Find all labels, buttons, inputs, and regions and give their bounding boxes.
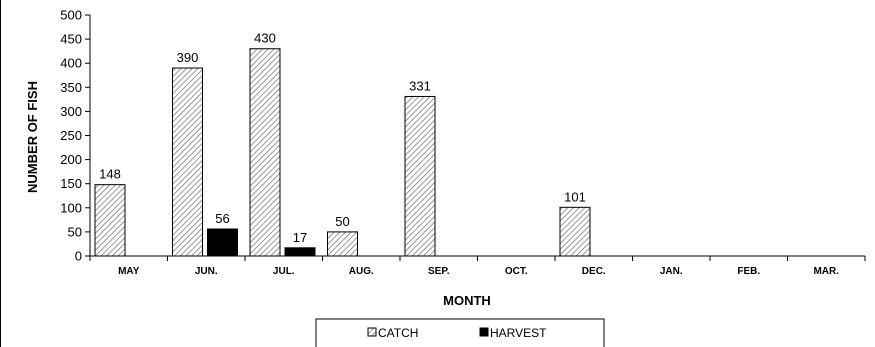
y-tick-label: 400	[60, 56, 82, 71]
x-tick-label: JAN.	[660, 266, 683, 277]
y-axis-title: NUMBER OF FISH	[25, 81, 40, 193]
x-tick-label: DEC.	[582, 266, 606, 277]
y-tick-label: 350	[60, 80, 82, 95]
x-tick-label: JUL.	[273, 266, 295, 277]
x-tick-label: JUN.	[195, 266, 218, 277]
y-tick-label: 250	[60, 128, 82, 143]
data-label-catch: 50	[335, 214, 349, 229]
data-label-catch: 101	[564, 189, 586, 204]
data-label-catch: 331	[409, 78, 431, 93]
bar-harvest	[284, 247, 316, 257]
y-tick-label: 200	[60, 152, 82, 167]
data-label-harvest: 17	[293, 230, 307, 245]
bar-harvest	[207, 228, 238, 257]
legend: CATCH HARVEST	[315, 318, 605, 347]
data-label-catch: 148	[99, 167, 121, 182]
legend-swatch-catch	[367, 327, 377, 337]
y-tick-label: 300	[60, 104, 82, 119]
y-tick-label: 0	[75, 249, 82, 264]
y-tick-label: 100	[60, 200, 82, 215]
x-tick-label: FEB.	[737, 266, 760, 277]
bar-catch	[404, 95, 436, 257]
legend-label-harvest: HARVEST	[490, 326, 547, 340]
x-tick-label: OCT.	[505, 266, 528, 277]
bar-catch	[172, 67, 203, 257]
bars: 148 390 430 50 331 101 56 17	[94, 31, 591, 257]
x-axis-title: MONTH	[443, 293, 491, 308]
x-tick-label: MAY	[118, 266, 140, 277]
data-label-catch: 390	[177, 50, 199, 65]
bar-catch	[249, 48, 281, 257]
y-tick-label: 450	[60, 32, 82, 47]
y-tick-label: 500	[60, 8, 82, 23]
legend-box	[315, 318, 605, 347]
bar-catch	[559, 206, 591, 257]
legend-label-catch: CATCH	[378, 326, 418, 340]
x-tick-label: MAR.	[813, 266, 839, 277]
x-axis: MAY JUN. JUL. AUG. SEP. OCT. DEC. JAN. FEB. MAR.	[89, 255, 866, 277]
x-tick-label: AUG.	[349, 266, 374, 277]
y-tick-label: 150	[60, 176, 82, 191]
bar-catch	[94, 184, 126, 257]
bar-catch	[327, 231, 358, 257]
x-tick-label: SEP.	[428, 266, 450, 277]
legend-swatch-harvest	[479, 327, 489, 337]
y-axis: 0 50 100 150 200 250 300 350 400 450 500	[60, 8, 91, 264]
data-label-harvest: 56	[215, 211, 229, 226]
data-label-catch: 430	[254, 31, 276, 46]
y-tick-label: 50	[68, 224, 82, 239]
